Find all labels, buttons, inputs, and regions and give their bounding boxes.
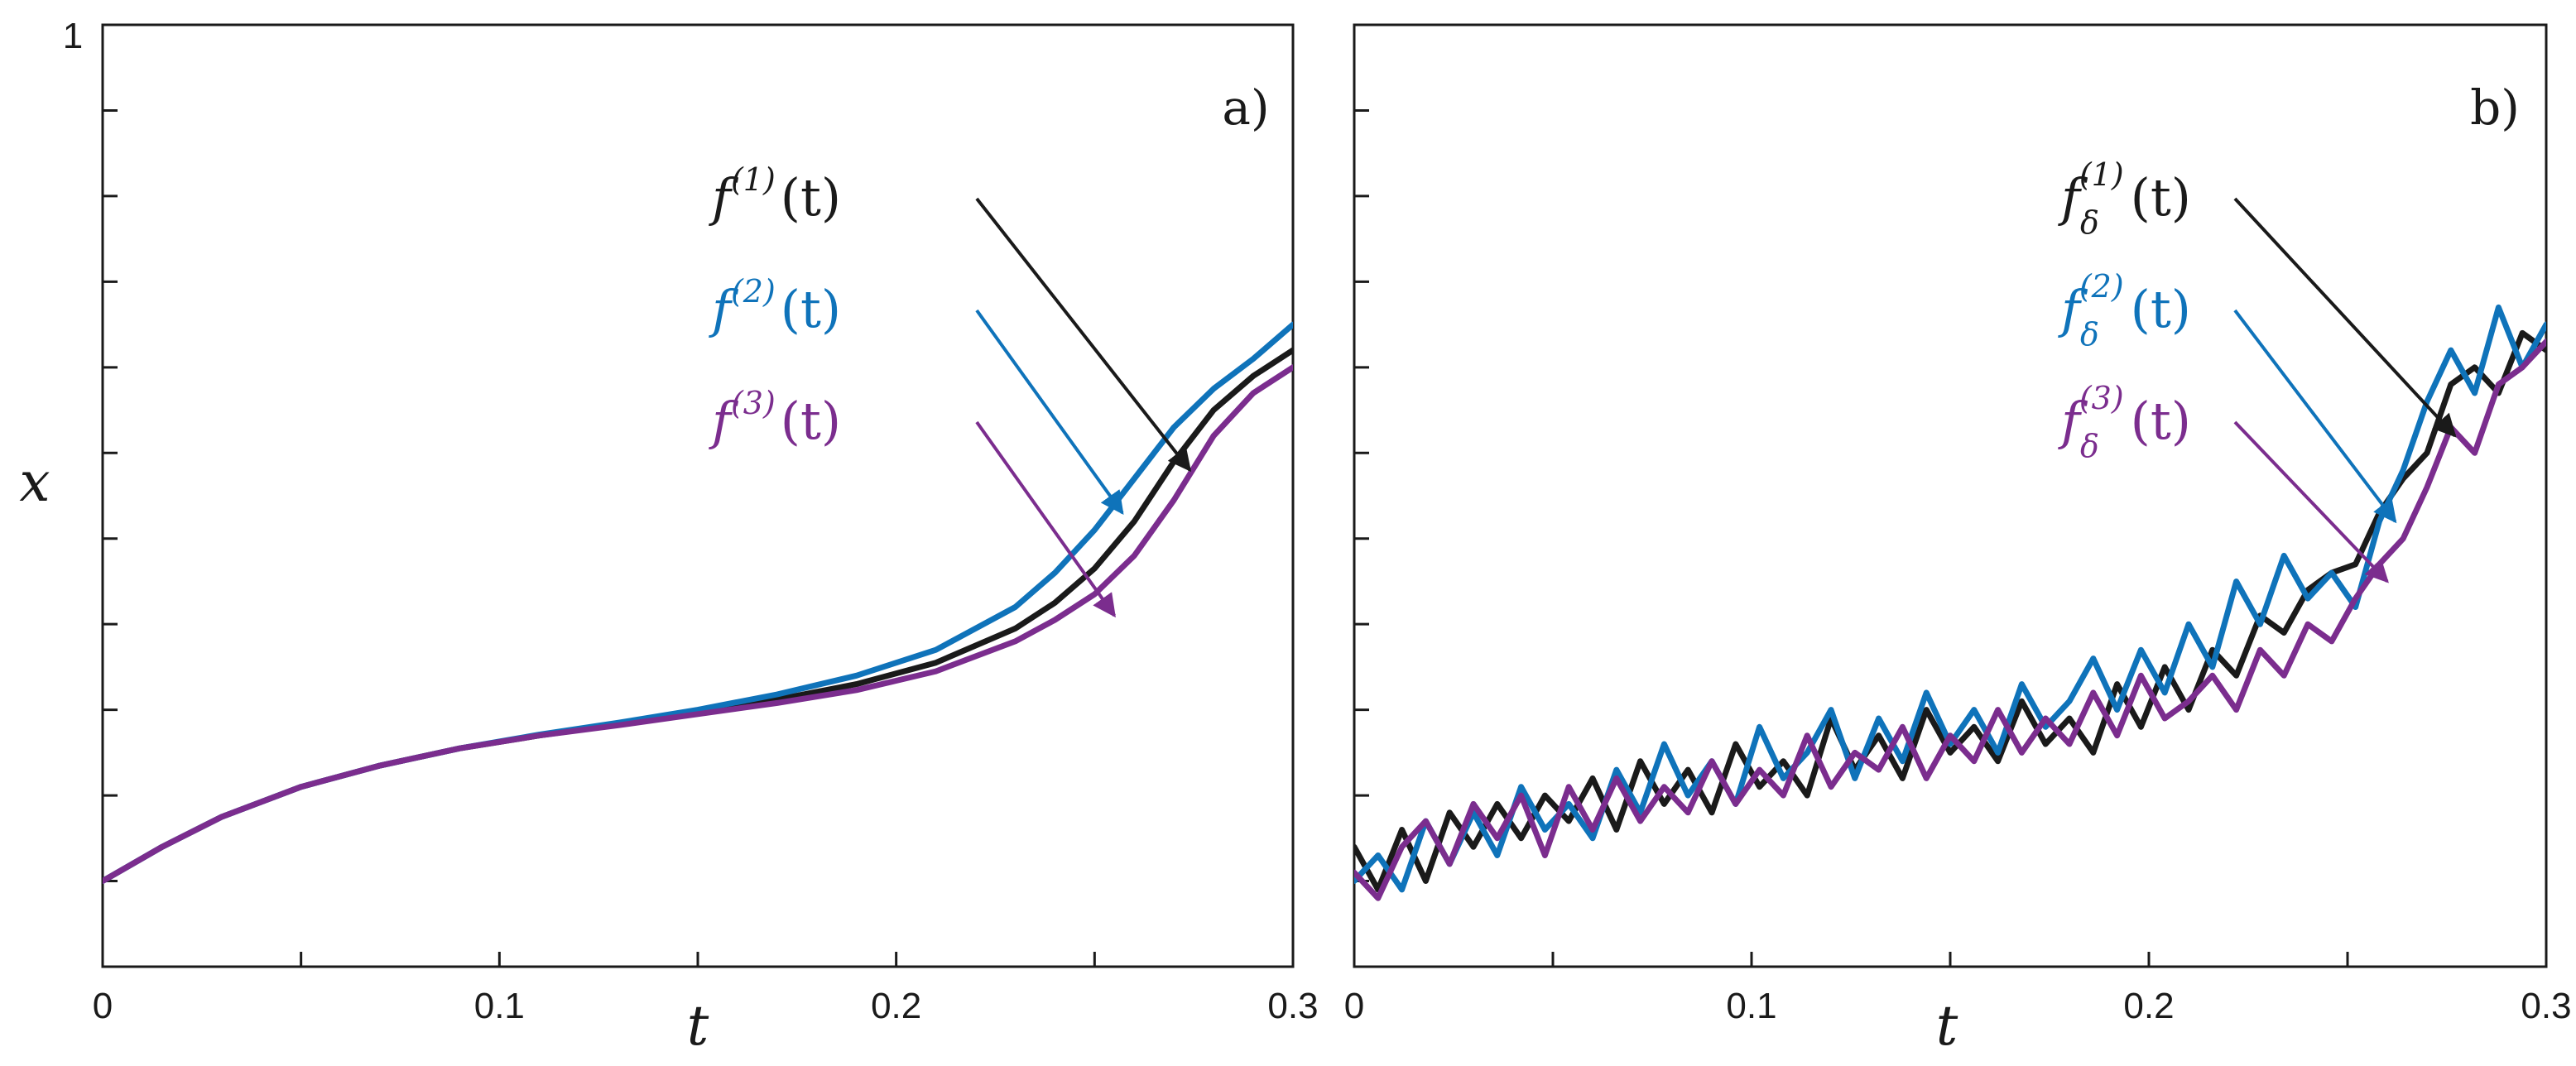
- annotation-arrow-b-1: [2233, 197, 2457, 438]
- panel-b: 0 0.1 0.2 0.3 t b) fδ(1) (t) fδ(2) (t) fδ(3) (t): [1344, 23, 2572, 1058]
- panel-tag-b: b): [2470, 79, 2520, 136]
- annotation-arrow-a-2: [975, 309, 1124, 515]
- x-axis-label-b: t: [1936, 994, 1958, 1058]
- x-tick-label-a-2: 0.1: [474, 986, 525, 1026]
- y-tick-label-a-10: 1: [63, 16, 83, 56]
- series-annotation-a-1: f(1)(t): [709, 161, 841, 228]
- panel-a: 0 0.1 0.2 0.3 1 t x a) f(1)(t) f(2)(t) f(3)(t): [19, 16, 1318, 1058]
- series-annotation-a-2: f(2)(t): [709, 273, 841, 339]
- annotation-arrow-b-3: [2233, 420, 2389, 583]
- x-tick-label-a-4: 0.2: [871, 986, 921, 1026]
- series-line-b-3: [1354, 339, 2546, 901]
- series-line-b-1: [1354, 329, 2546, 893]
- series-line-b-2: [1354, 304, 2546, 893]
- series-annotation-a-3: f(3)(t): [709, 385, 841, 451]
- series-annotation-b-1: fδ(1) (t): [2058, 156, 2191, 241]
- series-annotation-b-3: fδ(3) (t): [2058, 380, 2191, 464]
- plot-frame-a: [101, 23, 1295, 968]
- annotation-arrow-a-3: [975, 420, 1116, 618]
- series-annotation-b-2: fδ(2) (t): [2058, 268, 2191, 353]
- x-tick-label-b-2: 0.1: [1726, 986, 1776, 1026]
- annotation-arrow-b-2: [2233, 309, 2397, 524]
- series-line-a-3: [103, 364, 1293, 884]
- x-tick-label-b-0: 0: [1344, 986, 1364, 1026]
- series-line-a-2: [103, 321, 1293, 884]
- annotation-arrow-a-1: [975, 197, 1192, 473]
- x-tick-label-a-6: 0.3: [1267, 986, 1318, 1026]
- panel-tag-a: a): [1222, 79, 1269, 136]
- x-tick-label-b-4: 0.2: [2123, 986, 2174, 1026]
- y-axis-label-a: x: [19, 450, 50, 514]
- x-tick-label-b-6: 0.3: [2521, 986, 2571, 1026]
- x-axis-label-a: t: [687, 994, 709, 1058]
- x-tick-label-a-0: 0: [93, 986, 113, 1026]
